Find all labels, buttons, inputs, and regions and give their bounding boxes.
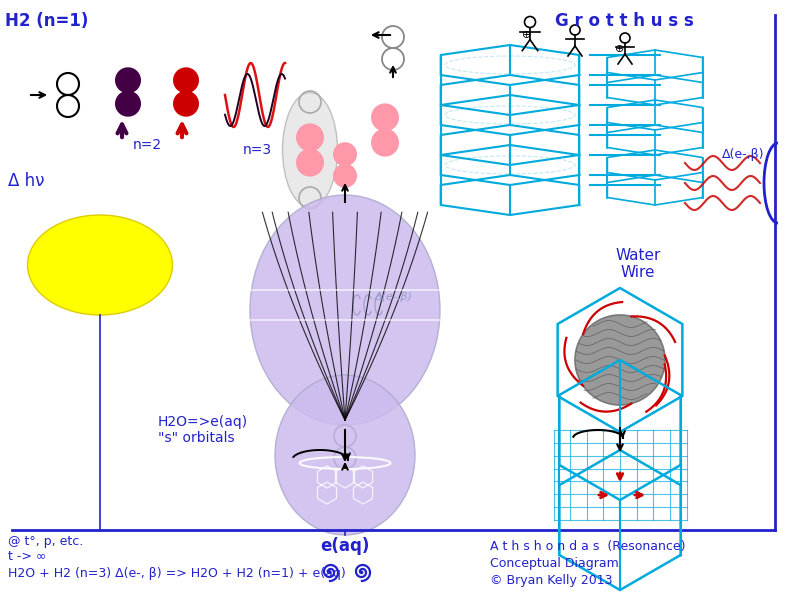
Circle shape <box>333 142 357 166</box>
Circle shape <box>371 103 399 131</box>
Circle shape <box>333 164 357 188</box>
Text: © Bryan Kelly 2013: © Bryan Kelly 2013 <box>490 574 613 587</box>
Text: Δ(e-,β): Δ(e-,β) <box>722 148 765 161</box>
Ellipse shape <box>282 92 338 208</box>
Circle shape <box>173 67 199 93</box>
Circle shape <box>296 123 324 152</box>
Ellipse shape <box>27 215 173 315</box>
Text: A t h s h o n d a s  (Resonance): A t h s h o n d a s (Resonance) <box>490 540 686 553</box>
Text: Δ(e-,β): Δ(e-,β) <box>375 292 413 302</box>
Circle shape <box>115 67 141 93</box>
Circle shape <box>575 315 665 405</box>
Circle shape <box>371 129 399 156</box>
Text: Δ hν: Δ hν <box>8 172 45 190</box>
Text: Conceptual Diagram: Conceptual Diagram <box>490 557 618 570</box>
Text: ⊕: ⊕ <box>522 30 531 40</box>
Circle shape <box>115 91 141 116</box>
Text: H2O + H2 (n=3) Δ(e-, β) => H2O + H2 (n=1) + e(aq): H2O + H2 (n=3) Δ(e-, β) => H2O + H2 (n=1… <box>8 567 346 580</box>
Circle shape <box>296 148 324 177</box>
Text: H2 (n=1): H2 (n=1) <box>5 12 88 30</box>
Circle shape <box>173 91 199 116</box>
Text: @ t°, p, etc.: @ t°, p, etc. <box>8 535 83 548</box>
Text: G r o t t h u s s: G r o t t h u s s <box>555 12 694 30</box>
Text: t -> ∞: t -> ∞ <box>8 550 46 563</box>
Text: e(aq): e(aq) <box>320 537 370 555</box>
Text: n=2: n=2 <box>133 138 162 152</box>
Text: n=3: n=3 <box>243 143 272 157</box>
Text: H2O=>e(aq)
"s" orbitals: H2O=>e(aq) "s" orbitals <box>158 415 248 445</box>
Text: Water
Wire: Water Wire <box>615 248 661 280</box>
Text: ⊕: ⊕ <box>615 44 624 54</box>
Ellipse shape <box>275 375 415 535</box>
Ellipse shape <box>250 195 440 425</box>
